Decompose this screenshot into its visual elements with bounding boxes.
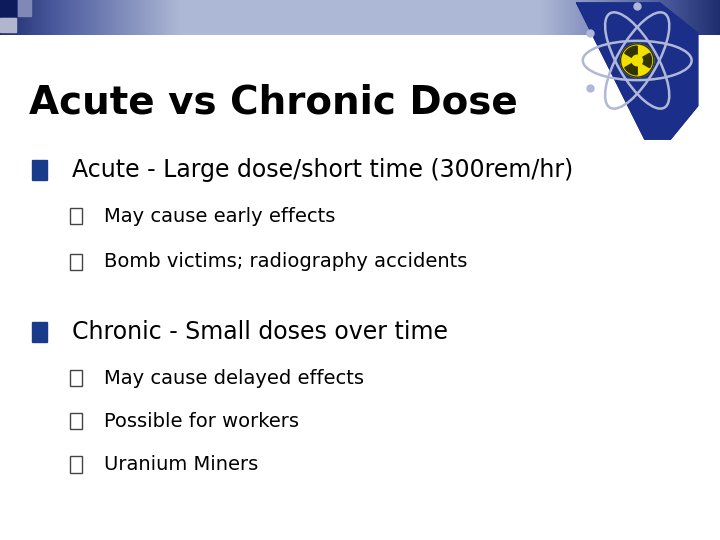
- Bar: [32, 160, 47, 180]
- Text: Acute vs Chronic Dose: Acute vs Chronic Dose: [29, 84, 518, 122]
- Circle shape: [632, 55, 642, 66]
- Bar: [70, 208, 82, 224]
- Polygon shape: [625, 60, 637, 75]
- Polygon shape: [577, 3, 698, 139]
- Bar: [32, 322, 47, 342]
- Text: Uranium Miners: Uranium Miners: [104, 455, 258, 474]
- Bar: [70, 370, 82, 386]
- Circle shape: [621, 44, 654, 77]
- Text: Possible for workers: Possible for workers: [104, 411, 300, 431]
- Polygon shape: [625, 46, 637, 60]
- Text: Bomb victims; radiography accidents: Bomb victims; radiography accidents: [104, 252, 468, 272]
- Bar: [0, 17, 17, 32]
- Bar: [70, 413, 82, 429]
- Bar: [18, 0, 31, 16]
- Text: Chronic - Small doses over time: Chronic - Small doses over time: [72, 320, 448, 344]
- Bar: [70, 456, 82, 472]
- Bar: [70, 254, 82, 270]
- Text: May cause early effects: May cause early effects: [104, 206, 336, 226]
- Text: May cause delayed effects: May cause delayed effects: [104, 368, 364, 388]
- Text: Acute - Large dose/short time (300rem/hr): Acute - Large dose/short time (300rem/hr…: [72, 158, 573, 182]
- Polygon shape: [637, 53, 652, 68]
- Bar: [0, 0, 17, 16]
